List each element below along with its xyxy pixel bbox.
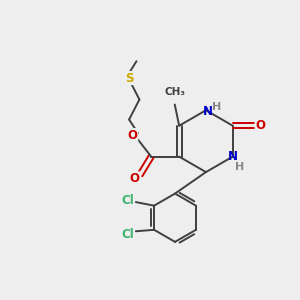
Text: O: O: [128, 129, 138, 142]
Text: S: S: [125, 71, 134, 85]
Text: O: O: [130, 172, 140, 185]
Text: H: H: [236, 162, 245, 172]
Text: H: H: [212, 102, 221, 112]
Text: N: N: [202, 105, 212, 118]
Text: Cl: Cl: [121, 228, 134, 241]
Text: N: N: [228, 150, 238, 163]
Text: CH₃: CH₃: [164, 87, 185, 97]
Text: O: O: [255, 119, 266, 132]
Text: Cl: Cl: [121, 194, 134, 207]
